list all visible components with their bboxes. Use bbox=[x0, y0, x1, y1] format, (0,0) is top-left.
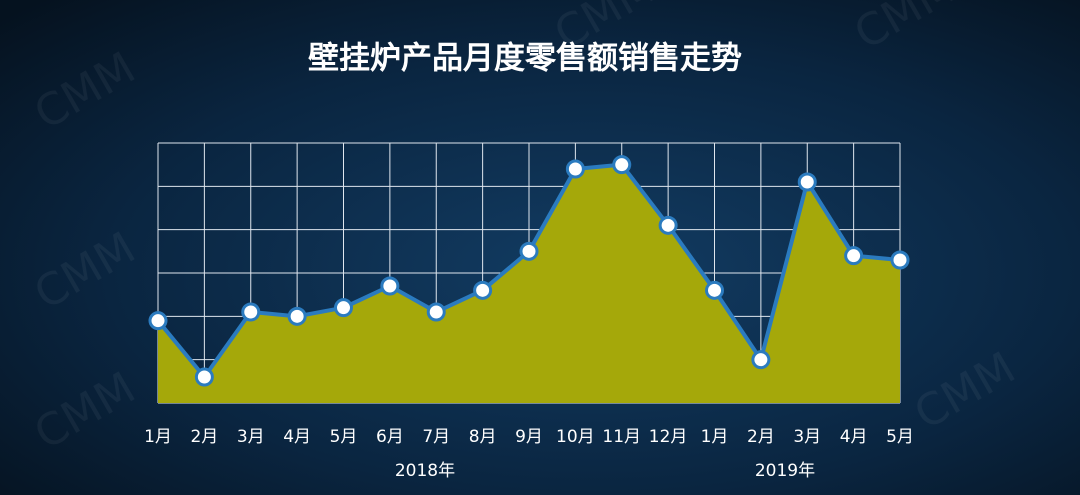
marker bbox=[334, 298, 353, 318]
x-tick-label: 3月 bbox=[237, 427, 265, 447]
x-tick-label: 6月 bbox=[376, 427, 404, 447]
marker bbox=[519, 241, 539, 261]
x-tick-label: 7月 bbox=[422, 427, 450, 447]
marker bbox=[148, 311, 168, 331]
x-tick-label: 5月 bbox=[330, 427, 358, 447]
marker bbox=[473, 280, 493, 300]
marker bbox=[797, 172, 817, 192]
marker bbox=[287, 306, 307, 326]
marker bbox=[751, 350, 771, 370]
x-tick-label: 10月 bbox=[556, 427, 595, 447]
x-tick-label: 8月 bbox=[469, 427, 497, 447]
x-tick-label: 5月 bbox=[886, 427, 914, 447]
year-label: 2019年 bbox=[755, 461, 815, 481]
marker bbox=[565, 159, 585, 179]
x-tick-label: 11月 bbox=[602, 427, 641, 447]
marker bbox=[380, 276, 400, 296]
x-tick-label: 9月 bbox=[515, 427, 543, 447]
marker bbox=[658, 215, 678, 235]
x-tick-label: 4月 bbox=[840, 427, 868, 447]
marker bbox=[890, 250, 910, 270]
marker bbox=[612, 155, 632, 175]
x-tick-label: 4月 bbox=[283, 427, 311, 447]
x-tick-label: 3月 bbox=[793, 427, 821, 447]
year-label: 2018年 bbox=[395, 461, 455, 481]
x-tick-label: 12月 bbox=[649, 427, 688, 447]
marker bbox=[426, 302, 446, 322]
x-tick-label: 1月 bbox=[144, 427, 172, 447]
marker bbox=[241, 302, 261, 322]
marker bbox=[194, 367, 214, 387]
chart-title: 壁挂炉产品月度零售额销售走势 bbox=[308, 41, 742, 77]
area bbox=[158, 164, 900, 403]
x-tick-label: 2月 bbox=[747, 427, 775, 447]
marker bbox=[844, 246, 864, 266]
x-tick-label: 1月 bbox=[701, 427, 729, 447]
marker bbox=[705, 280, 724, 300]
x-tick-label: 2月 bbox=[190, 427, 218, 447]
